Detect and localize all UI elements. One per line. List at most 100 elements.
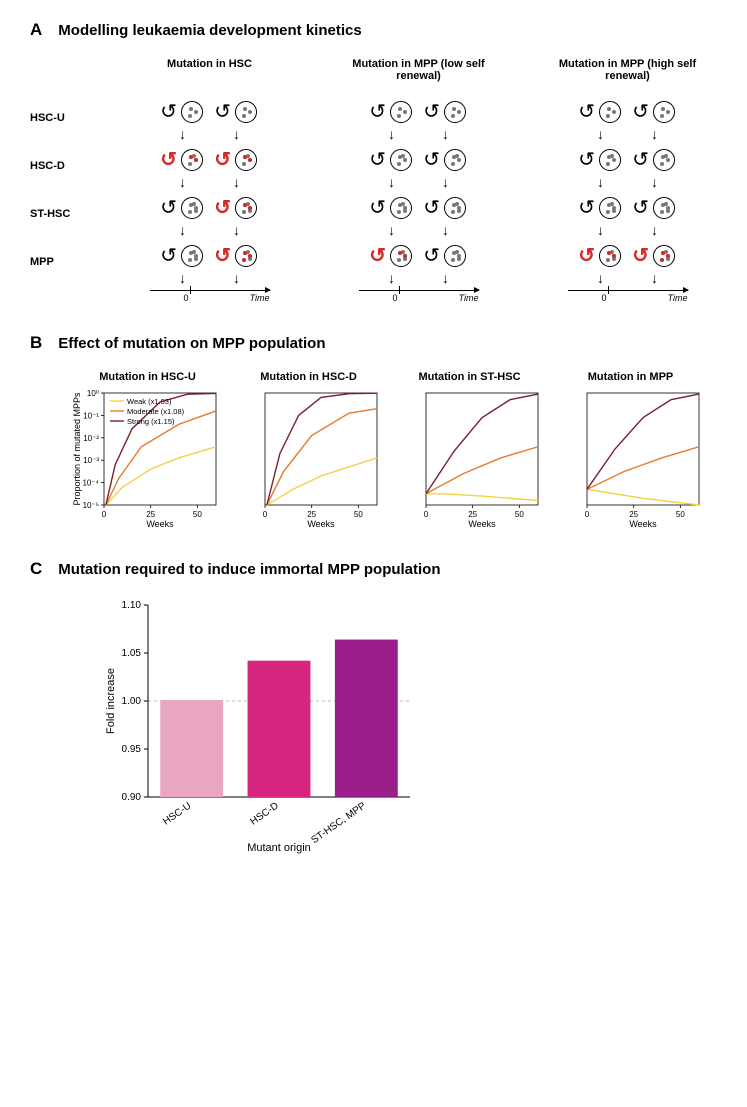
self-renewal-icon: ↻: [217, 198, 231, 218]
down-arrow-icon: ↓: [179, 226, 186, 238]
panel-a-col-1: Mutation in MPP (low self renewal): [329, 58, 508, 82]
down-arrow-icon: ↓: [651, 178, 658, 190]
svg-text:50: 50: [515, 510, 524, 519]
time-axis: 0Time: [120, 286, 299, 303]
svg-text:Strong (x1.15): Strong (x1.15): [127, 417, 175, 426]
svg-text:0.90: 0.90: [122, 792, 142, 803]
svg-text:50: 50: [193, 510, 202, 519]
self-renewal-icon: ↻: [163, 150, 177, 170]
cell-icon: [181, 149, 203, 171]
lineage-cell: ↻↓↻↓: [538, 190, 717, 238]
svg-text:Mutant origin: Mutant origin: [247, 842, 311, 854]
down-arrow-icon: ↓: [597, 226, 604, 238]
lineage-cell: ↻↓↻↓: [120, 238, 299, 286]
lineage-cell: ↻↓↻↓: [329, 94, 508, 142]
panel-b-chart-0: Mutation in HSC-U10⁻⁵10⁻⁴10⁻³10⁻²10⁻¹10⁰…: [70, 371, 225, 529]
down-arrow-icon: ↓: [388, 274, 395, 286]
down-arrow-icon: ↓: [388, 226, 395, 238]
panel-b-chart-1: Mutation in HSC-D02550Weeks: [231, 371, 386, 529]
svg-text:25: 25: [468, 510, 477, 519]
self-renewal-icon: ↻: [163, 198, 177, 218]
panel-c-title: Mutation required to induce immortal MPP…: [58, 561, 440, 578]
cell-icon: [181, 101, 203, 123]
lineage-cell: ↻↓↻↓: [120, 190, 299, 238]
cell-icon: [181, 197, 203, 219]
panel-b-chart-title: Mutation in HSC-D: [231, 371, 386, 383]
panel-c-header: C Mutation required to induce immortal M…: [30, 559, 717, 579]
svg-text:Weeks: Weeks: [307, 519, 335, 529]
self-renewal-icon: ↻: [217, 246, 231, 266]
svg-text:50: 50: [354, 510, 363, 519]
cell-icon: [653, 197, 675, 219]
cell-icon: [653, 245, 675, 267]
svg-text:10⁻³: 10⁻³: [83, 456, 99, 465]
panel-a-grid: Mutation in HSCMutation in MPP (low self…: [30, 58, 717, 303]
self-renewal-icon: ↻: [372, 246, 386, 266]
lineage-cell: ↻↓↻↓: [538, 94, 717, 142]
down-arrow-icon: ↓: [179, 178, 186, 190]
self-renewal-icon: ↻: [581, 198, 595, 218]
time-axis: 0Time: [538, 286, 717, 303]
svg-text:1.05: 1.05: [122, 648, 142, 659]
svg-text:0.95: 0.95: [122, 744, 142, 755]
panel-a-col-2: Mutation in MPP (high self renewal): [538, 58, 717, 82]
panel-b-title: Effect of mutation on MPP population: [58, 335, 325, 352]
panel-a-rowlabel-1: HSC-D: [30, 142, 90, 190]
svg-text:10⁻⁴: 10⁻⁴: [82, 479, 99, 488]
cell-icon: [444, 101, 466, 123]
cell-icon: [599, 245, 621, 267]
down-arrow-icon: ↓: [442, 274, 449, 286]
panel-a: A Modelling leukaemia development kineti…: [30, 20, 717, 303]
self-renewal-icon: ↻: [426, 150, 440, 170]
panel-b-chart-title: Mutation in MPP: [553, 371, 708, 383]
svg-text:HSC-U: HSC-U: [161, 800, 193, 827]
panel-b-chart-title: Mutation in HSC-U: [70, 371, 225, 383]
down-arrow-icon: ↓: [651, 226, 658, 238]
self-renewal-icon: ↻: [581, 150, 595, 170]
down-arrow-icon: ↓: [233, 226, 240, 238]
svg-text:Weeks: Weeks: [629, 519, 657, 529]
down-arrow-icon: ↓: [388, 178, 395, 190]
down-arrow-icon: ↓: [442, 226, 449, 238]
down-arrow-icon: ↓: [597, 130, 604, 142]
down-arrow-icon: ↓: [233, 274, 240, 286]
panel-b-letter: B: [30, 333, 42, 353]
self-renewal-icon: ↻: [426, 198, 440, 218]
down-arrow-icon: ↓: [442, 178, 449, 190]
self-renewal-icon: ↻: [372, 102, 386, 122]
cell-icon: [444, 149, 466, 171]
cell-icon: [653, 149, 675, 171]
self-renewal-icon: ↻: [372, 198, 386, 218]
panel-b-chart-2: Mutation in ST-HSC02550Weeks: [392, 371, 547, 529]
panel-a-title: Modelling leukaemia development kinetics: [58, 22, 361, 39]
svg-text:ST-HSC, MPP: ST-HSC, MPP: [309, 800, 368, 846]
down-arrow-icon: ↓: [597, 178, 604, 190]
svg-text:10⁻²: 10⁻²: [83, 434, 99, 443]
cell-icon: [444, 245, 466, 267]
cell-icon: [653, 101, 675, 123]
cell-icon: [599, 101, 621, 123]
self-renewal-icon: ↻: [581, 246, 595, 266]
svg-text:Moderate (x1.08): Moderate (x1.08): [127, 407, 185, 416]
down-arrow-icon: ↓: [179, 130, 186, 142]
down-arrow-icon: ↓: [233, 178, 240, 190]
down-arrow-icon: ↓: [179, 274, 186, 286]
self-renewal-icon: ↻: [372, 150, 386, 170]
down-arrow-icon: ↓: [233, 130, 240, 142]
cell-icon: [235, 245, 257, 267]
svg-text:Proportion of mutated MPPs: Proportion of mutated MPPs: [72, 392, 82, 506]
svg-text:Weak (x1.03): Weak (x1.03): [127, 397, 172, 406]
cell-icon: [599, 197, 621, 219]
svg-text:0: 0: [102, 510, 107, 519]
svg-text:Weeks: Weeks: [146, 519, 174, 529]
panel-a-rowlabel-0: HSC-U: [30, 94, 90, 142]
self-renewal-icon: ↻: [217, 150, 231, 170]
lineage-cell: ↻↓↻↓: [538, 238, 717, 286]
down-arrow-icon: ↓: [442, 130, 449, 142]
lineage-cell: ↻↓↻↓: [120, 94, 299, 142]
svg-text:HSC-D: HSC-D: [248, 800, 280, 827]
cell-icon: [181, 245, 203, 267]
svg-text:0: 0: [424, 510, 429, 519]
panel-b: B Effect of mutation on MPP population M…: [30, 333, 717, 529]
cell-icon: [390, 197, 412, 219]
